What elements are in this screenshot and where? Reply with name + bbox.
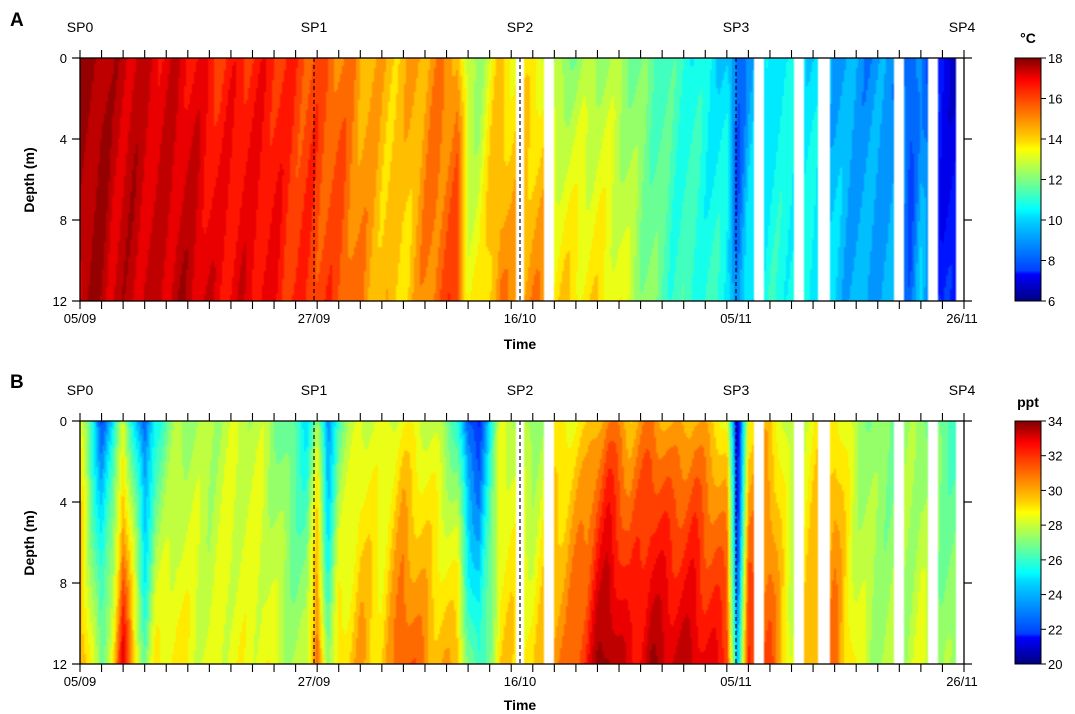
sp-label: SP2 bbox=[507, 19, 534, 35]
x-axis-a: 05/09 27/09 16/10 05/11 26/11 Time bbox=[64, 311, 978, 352]
panel-a-letter: A bbox=[10, 10, 24, 31]
panel-a-temperature: A SP0 SP1 SP2 SP3 SP4 0 4 8 1 bbox=[10, 10, 1062, 352]
sampling-point-labels-b: SP0 SP1 SP2 SP3 SP4 bbox=[67, 382, 976, 398]
y-axis-title: Depth (m) bbox=[21, 510, 37, 575]
colorbar-label: 24 bbox=[1048, 588, 1062, 603]
colorbar-label: 12 bbox=[1048, 173, 1062, 188]
sampling-point-lines-a bbox=[313, 58, 737, 301]
x-tick-label: 16/10 bbox=[504, 311, 537, 326]
colorbar-label: 30 bbox=[1048, 483, 1062, 498]
sp-label: SP4 bbox=[949, 382, 976, 398]
y-axis-title: Depth (m) bbox=[21, 147, 37, 212]
colorbar-label: 20 bbox=[1048, 657, 1062, 672]
colorbar-b: ppt 34 32 30 28 26 24 22 20 bbox=[1014, 394, 1062, 672]
x-tick-label: 05/11 bbox=[720, 674, 752, 689]
sp-label: SP0 bbox=[67, 19, 94, 35]
sp-label: SP0 bbox=[67, 382, 94, 398]
x-tick-label: 27/09 bbox=[298, 311, 331, 326]
sp-label: SP4 bbox=[949, 19, 976, 35]
colorbar-ticks bbox=[1041, 57, 1046, 302]
panel-b-letter: B bbox=[10, 372, 24, 393]
colorbar-label: 10 bbox=[1048, 213, 1062, 228]
y-tick-label: 0 bbox=[60, 414, 67, 429]
minor-ticks-b bbox=[79, 413, 965, 672]
x-axis-title: Time bbox=[504, 697, 537, 713]
y-axis-b: 0 4 8 12 Depth (m) bbox=[21, 414, 972, 672]
x-axis-title: Time bbox=[504, 336, 537, 352]
y-tick-label: 12 bbox=[53, 657, 67, 672]
sampling-point-lines-b bbox=[313, 421, 737, 664]
colorbar-title: °C bbox=[1020, 30, 1036, 46]
colorbar-label: 14 bbox=[1048, 132, 1062, 147]
y-tick-label: 8 bbox=[60, 213, 67, 228]
sp-label: SP2 bbox=[507, 382, 534, 398]
colorbar-scale bbox=[1014, 420, 1042, 665]
sp-label: SP3 bbox=[723, 19, 750, 35]
y-tick-label: 12 bbox=[53, 294, 67, 309]
colorbar-scale bbox=[1014, 57, 1042, 302]
colorbar-label: 22 bbox=[1048, 622, 1062, 637]
x-tick-label: 05/11 bbox=[720, 311, 752, 326]
colorbar-title: ppt bbox=[1017, 394, 1039, 410]
x-tick-label: 27/09 bbox=[298, 674, 331, 689]
y-tick-label: 4 bbox=[60, 132, 67, 147]
x-axis-b: 05/09 27/09 16/10 05/11 26/11 Time bbox=[64, 674, 978, 713]
colorbar-label: 16 bbox=[1048, 92, 1062, 107]
minor-ticks-a bbox=[79, 50, 965, 309]
sampling-point-labels-a: SP0 SP1 SP2 SP3 SP4 bbox=[67, 19, 976, 35]
sp-label: SP3 bbox=[723, 382, 750, 398]
y-tick-label: 0 bbox=[60, 51, 67, 66]
y-tick-label: 4 bbox=[60, 495, 67, 510]
x-tick-label: 26/11 bbox=[946, 311, 978, 326]
panel-b-salinity: B SP0 SP1 SP2 SP3 SP4 0 4 8 1 bbox=[10, 372, 1062, 713]
temperature-heatmap bbox=[80, 58, 964, 301]
y-tick-label: 8 bbox=[60, 576, 67, 591]
salinity-heatmap bbox=[80, 421, 964, 664]
x-tick-label: 05/09 bbox=[64, 674, 97, 689]
plot-frame-a bbox=[79, 57, 965, 302]
colorbar-label: 32 bbox=[1048, 449, 1062, 464]
y-axis-a: 0 4 8 12 Depth (m) bbox=[21, 51, 972, 309]
x-tick-label: 05/09 bbox=[64, 311, 97, 326]
colorbar-a: °C 18 16 14 12 10 8 6 bbox=[1014, 30, 1062, 309]
colorbar-label: 28 bbox=[1048, 518, 1062, 533]
sp-label: SP1 bbox=[301, 382, 328, 398]
colorbar-ticks bbox=[1041, 420, 1046, 665]
x-tick-label: 26/11 bbox=[946, 674, 978, 689]
colorbar-label: 8 bbox=[1048, 254, 1055, 269]
colorbar-label: 26 bbox=[1048, 553, 1062, 568]
colorbar-label: 34 bbox=[1048, 414, 1062, 429]
sp-label: SP1 bbox=[301, 19, 328, 35]
colorbar-label: 18 bbox=[1048, 51, 1062, 66]
plot-frame-b bbox=[79, 420, 965, 665]
colorbar-label: 6 bbox=[1048, 294, 1055, 309]
x-tick-label: 16/10 bbox=[504, 674, 537, 689]
